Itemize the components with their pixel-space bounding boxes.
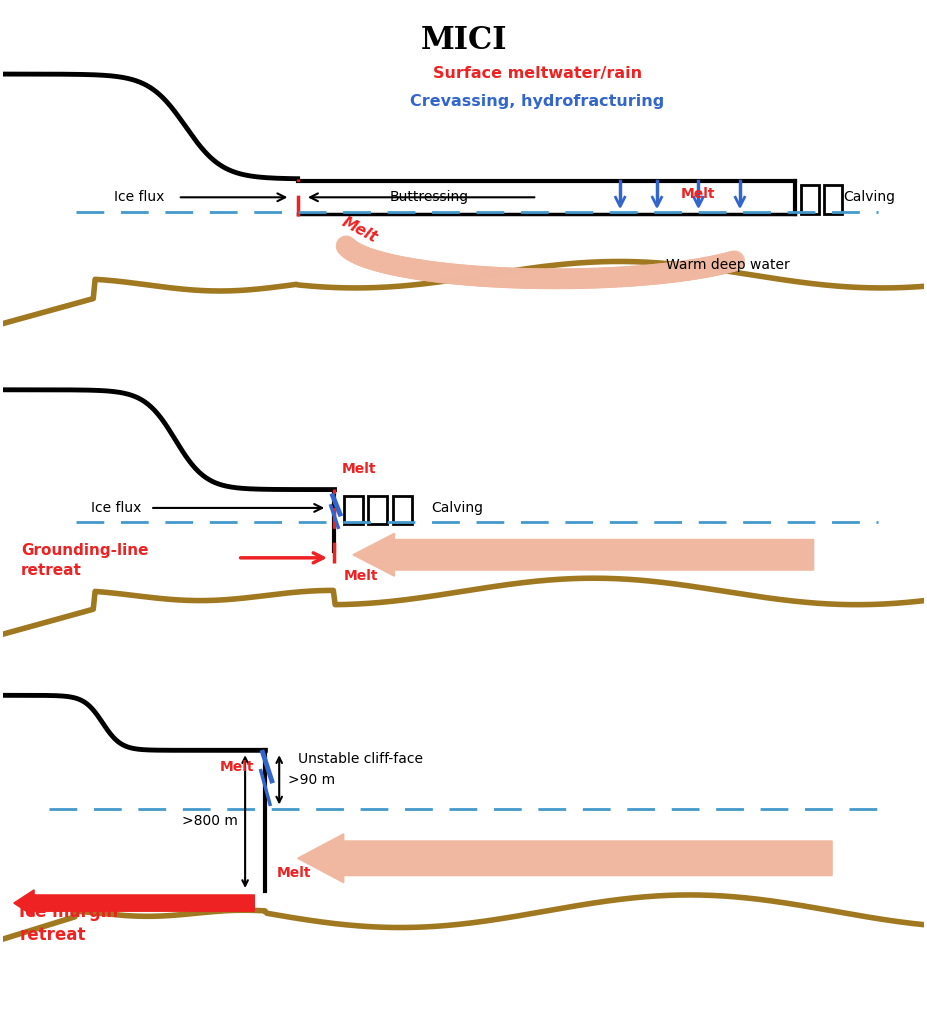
Text: Melt: Melt bbox=[220, 760, 254, 773]
Text: MICI: MICI bbox=[420, 26, 507, 56]
FancyArrow shape bbox=[14, 890, 254, 916]
Text: Melt: Melt bbox=[344, 569, 378, 583]
Bar bbox=[344, 496, 363, 524]
Text: Warm deep water: Warm deep water bbox=[667, 257, 790, 271]
Text: Calving: Calving bbox=[431, 501, 483, 515]
Bar bbox=[801, 185, 819, 214]
Text: Grounding-line
retreat: Grounding-line retreat bbox=[21, 544, 148, 579]
Text: Melt: Melt bbox=[276, 865, 311, 880]
Text: Crevassing, hydrofracturing: Crevassing, hydrofracturing bbox=[410, 94, 665, 110]
Text: Melt: Melt bbox=[339, 214, 380, 246]
Text: Calving: Calving bbox=[844, 190, 895, 205]
Text: Ice flux: Ice flux bbox=[114, 190, 164, 205]
FancyArrow shape bbox=[353, 534, 814, 577]
Text: Melt: Melt bbox=[342, 462, 376, 476]
Text: Ice flux: Ice flux bbox=[91, 501, 141, 515]
Text: Surface meltwater/rain: Surface meltwater/rain bbox=[433, 66, 641, 81]
Bar bbox=[392, 496, 412, 524]
FancyArrow shape bbox=[298, 834, 832, 883]
Text: >800 m: >800 m bbox=[182, 814, 237, 827]
Bar bbox=[824, 185, 843, 214]
Bar bbox=[368, 496, 387, 524]
Text: >90 m: >90 m bbox=[288, 773, 336, 786]
Text: Buttressing: Buttressing bbox=[389, 190, 469, 205]
Text: Ice margin
retreat: Ice margin retreat bbox=[19, 902, 119, 944]
Text: Unstable cliff-face: Unstable cliff-face bbox=[298, 753, 423, 766]
Text: Melt: Melt bbox=[681, 187, 716, 202]
